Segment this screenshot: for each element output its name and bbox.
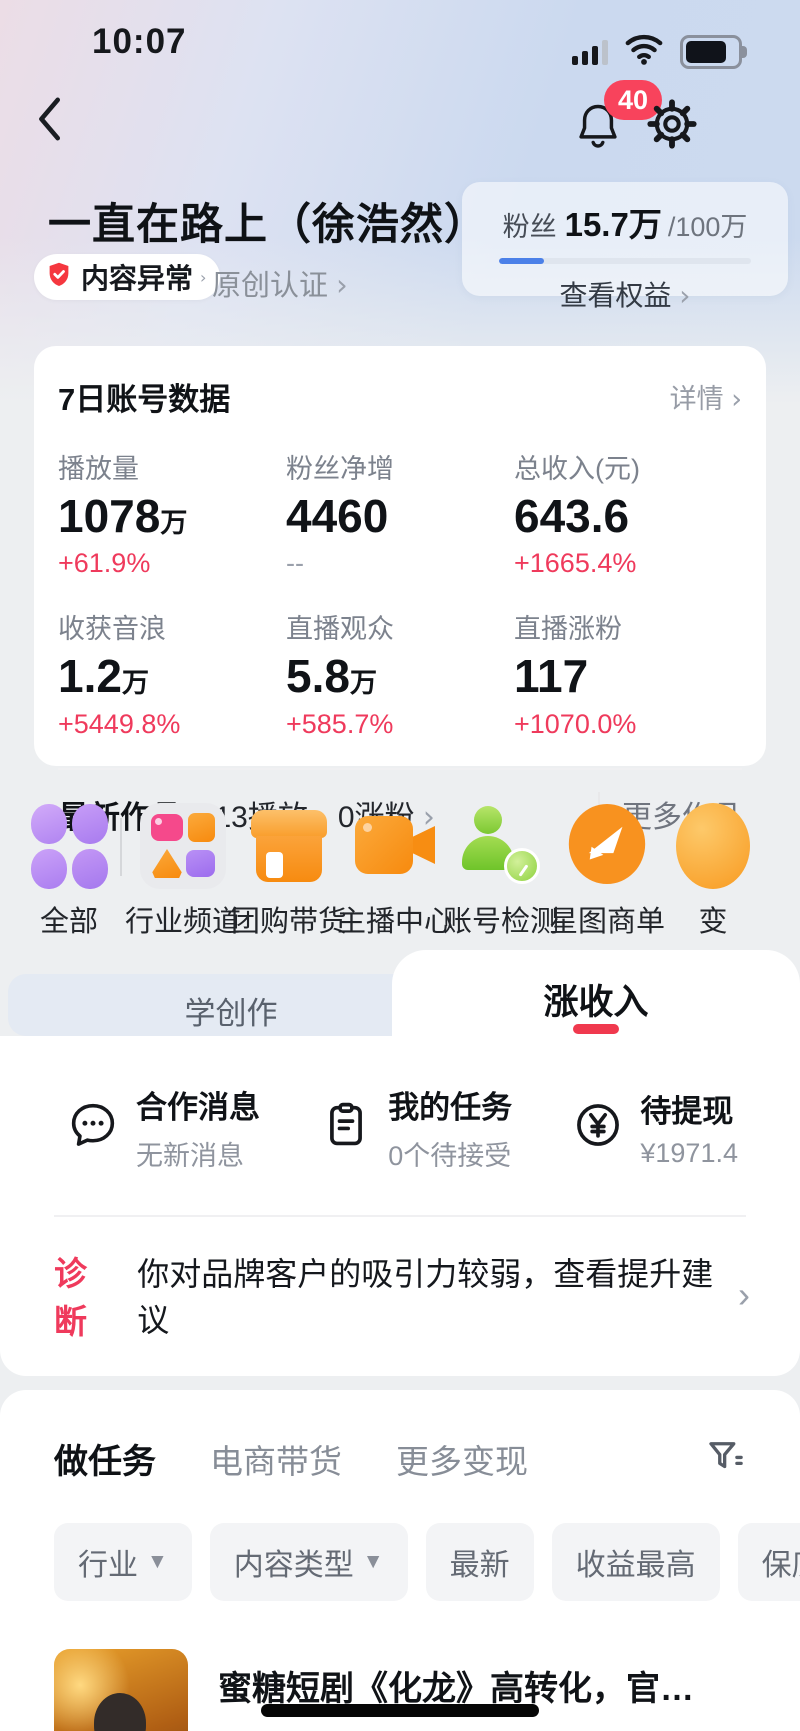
task-list-item[interactable]: 蜜糖短剧《化龙》高转化，官… 短视频投稿 传媒及内容 按付费分佣结算: [54, 1649, 746, 1731]
details-link[interactable]: 详情 ›: [669, 384, 742, 415]
person-gauge-icon: [458, 806, 544, 886]
wifi-icon: [623, 32, 665, 71]
divider: [58, 767, 742, 770]
quicknav-monetize[interactable]: 变: [660, 800, 766, 940]
fans-progress-bar: [499, 258, 751, 264]
settings-gear-icon[interactable]: [646, 98, 698, 150]
filter-industry[interactable]: 行业 ▼: [54, 1523, 192, 1601]
tab-bar: 学创作 涨收入: [0, 950, 800, 1036]
chat-bubble-icon: [66, 1098, 120, 1157]
tab-learn-creation[interactable]: [8, 974, 454, 1036]
battery-icon: [680, 34, 747, 69]
filter-highest-income[interactable]: 收益最高: [551, 1523, 720, 1601]
task-thumbnail: [54, 1649, 188, 1731]
grid-icon: [30, 803, 108, 889]
xingtu-icon: [567, 802, 647, 891]
metric-live-fans: 直播涨粉 117 +1070.0%: [514, 614, 637, 739]
cooperation-messages-item[interactable]: 合作消息 无新消息: [66, 1082, 260, 1173]
diagnosis-row[interactable]: 诊断 你对品牌客户的吸引力较弱，查看提升建议 ›: [0, 1217, 800, 1343]
metric-plays: 播放量 1078万 +61.9%: [58, 454, 188, 579]
status-time: 10:07: [92, 22, 187, 61]
dropdown-arrow-icon: ▼: [147, 1550, 168, 1573]
benefits-link[interactable]: 查看权益 ›: [559, 279, 691, 312]
chevron-right-icon: ›: [731, 384, 742, 415]
diagnosis-tag: 诊断: [54, 1255, 87, 1340]
fans-count: 15.7万: [564, 206, 662, 243]
fans-card[interactable]: 粉丝 15.7万 /100万 查看权益 ›: [462, 182, 788, 312]
filter-content-type[interactable]: 内容类型 ▼: [209, 1523, 408, 1601]
metric-coins: 收获音浪 1.2万 +5449.8%: [58, 614, 181, 739]
active-tab-indicator: [573, 1024, 619, 1034]
badge-label: 内容异常: [81, 263, 194, 294]
tasks-card: 做任务 电商带货 更多变现 行业▼ 内容类型▼ 最新 收益最高 保底收入 蜜糖短…: [0, 1390, 800, 1731]
storefront-icon: [251, 808, 327, 884]
withdraw-item[interactable]: 待提现 ¥1971.4: [572, 1082, 738, 1173]
filter-newest[interactable]: 最新: [425, 1523, 534, 1601]
tab-do-tasks[interactable]: 做任务: [54, 1443, 156, 1481]
divider: [54, 1215, 746, 1217]
metric-income: 总收入(元) 643.6 +1665.4%: [514, 454, 640, 579]
industry-channel-icon: [140, 803, 226, 889]
chevron-right-icon: ›: [738, 1274, 750, 1315]
video-camera-icon: [353, 814, 437, 878]
chevron-right-icon: ›: [679, 279, 691, 312]
tab-learn-label[interactable]: 学创作: [184, 996, 278, 1031]
divider: [120, 818, 122, 876]
task-title: 蜜糖短剧《化龙》高转化，官…: [218, 1670, 694, 1708]
signal-icon: [572, 39, 608, 65]
filter-guaranteed-income[interactable]: 保底收入: [737, 1523, 800, 1601]
content-status-badge[interactable]: 内容异常 ›: [34, 254, 221, 300]
partial-icon: [676, 803, 750, 889]
notification-badge: 40: [604, 80, 662, 120]
tab-earn-label[interactable]: 涨收入: [543, 983, 649, 1022]
chevron-right-icon: ›: [422, 800, 435, 836]
shield-check-icon: [44, 260, 74, 295]
home-indicator: [261, 1704, 539, 1717]
metric-fans-net: 粉丝净增 4460 --: [286, 454, 394, 579]
income-panel: 合作消息 无新消息 我的任务 0个待接受: [0, 1036, 800, 1376]
original-cert-link[interactable]: 原创认证 ›: [212, 268, 348, 302]
fans-label: 粉丝: [502, 212, 557, 242]
stats-card: 7日账号数据 详情 › 播放量 1078万 +61.9% 粉丝净增 4460 -…: [34, 346, 766, 837]
stats-title: 7日账号数据: [58, 382, 231, 417]
quicknav-industry-channel[interactable]: 行业频道: [125, 800, 241, 940]
fans-target: /100万: [667, 212, 748, 242]
chevron-right-icon: ›: [336, 268, 348, 302]
dropdown-arrow-icon: ▼: [362, 1550, 384, 1573]
my-tasks-item[interactable]: 我的任务 0个待接受: [320, 1082, 512, 1173]
filter-funnel-icon[interactable]: [704, 1435, 746, 1482]
tab-grow-income[interactable]: [392, 950, 800, 1036]
tab-more-monetize[interactable]: 更多变现: [396, 1442, 528, 1480]
quicknav-anchor-center[interactable]: 主播中心: [337, 800, 453, 940]
diagnosis-text: 你对品牌客户的吸引力较弱，查看提升建议: [137, 1256, 714, 1338]
metric-live-viewers: 直播观众 5.8万 +585.7%: [286, 614, 394, 739]
status-icons: [572, 32, 747, 71]
quick-nav: 全部 行业频道 团购带货 主播中心 账号检测: [0, 800, 800, 940]
back-button[interactable]: [28, 90, 76, 150]
quicknav-group-buy[interactable]: 团购带货: [231, 800, 347, 940]
page-title: 一直在路上（徐浩然）: [48, 201, 488, 249]
tab-ecommerce[interactable]: 电商带货: [210, 1442, 342, 1480]
chevron-right-icon: ›: [200, 267, 207, 287]
quicknav-xingtu[interactable]: 星图商单: [549, 800, 665, 940]
quicknav-all[interactable]: 全部: [26, 800, 112, 940]
yen-circle-icon: [572, 1099, 624, 1156]
quicknav-account-check[interactable]: 账号检测: [443, 800, 559, 940]
clipboard-icon: [320, 1099, 372, 1156]
